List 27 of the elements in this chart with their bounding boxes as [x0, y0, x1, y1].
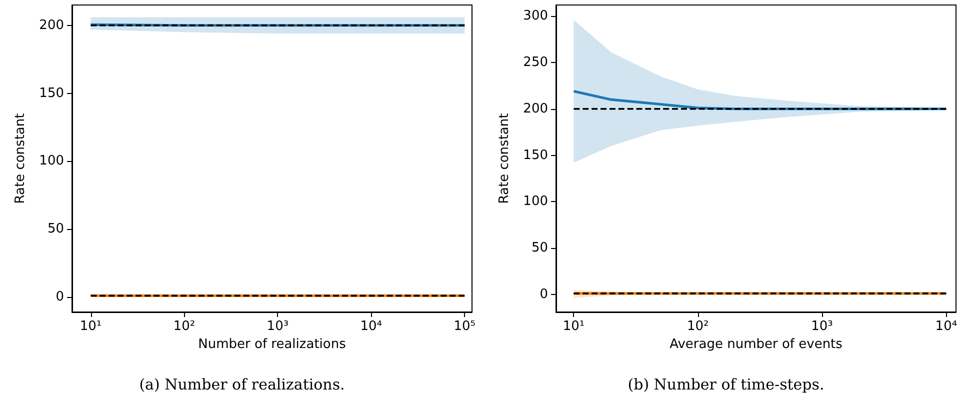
y-tick-label: 200 [39, 18, 64, 33]
y-tick-label: 50 [47, 222, 64, 237]
x-tick-label: 10² [173, 319, 196, 334]
text: (a) Number of realizations. [139, 376, 345, 394]
x-tick-label: 10⁵ [454, 319, 476, 334]
x-tick-label: 10¹ [80, 319, 102, 334]
x-tick-label: 10³ [266, 319, 289, 334]
text: (b) Number of time-steps. [628, 376, 824, 394]
x-tick-label: 10⁴ [360, 319, 382, 334]
y-axis-title: Rate constant [13, 113, 28, 204]
x-axis-title: Number of realizations [198, 336, 346, 352]
x-tick-label: 10² [686, 319, 709, 334]
y-tick-label: 300 [523, 8, 548, 24]
y-tick-label: 100 [39, 154, 64, 169]
x-tick-label: 10³ [811, 319, 833, 334]
y-tick-label: 50 [531, 240, 548, 256]
x-tick-label: 10¹ [562, 319, 585, 334]
x-tick-label: 10⁴ [935, 319, 958, 334]
y-tick-label: 250 [523, 55, 548, 70]
y-tick-label: 150 [523, 148, 548, 163]
y-tick-label: 150 [39, 86, 64, 101]
y-tick-label: 200 [523, 101, 548, 116]
y-tick-label: 100 [523, 194, 548, 210]
y-axis-title: Rate constant [497, 113, 512, 204]
y-tick-label: 0 [56, 290, 64, 305]
y-tick-label: 0 [540, 286, 548, 302]
x-axis-title: Average number of events [670, 336, 843, 352]
